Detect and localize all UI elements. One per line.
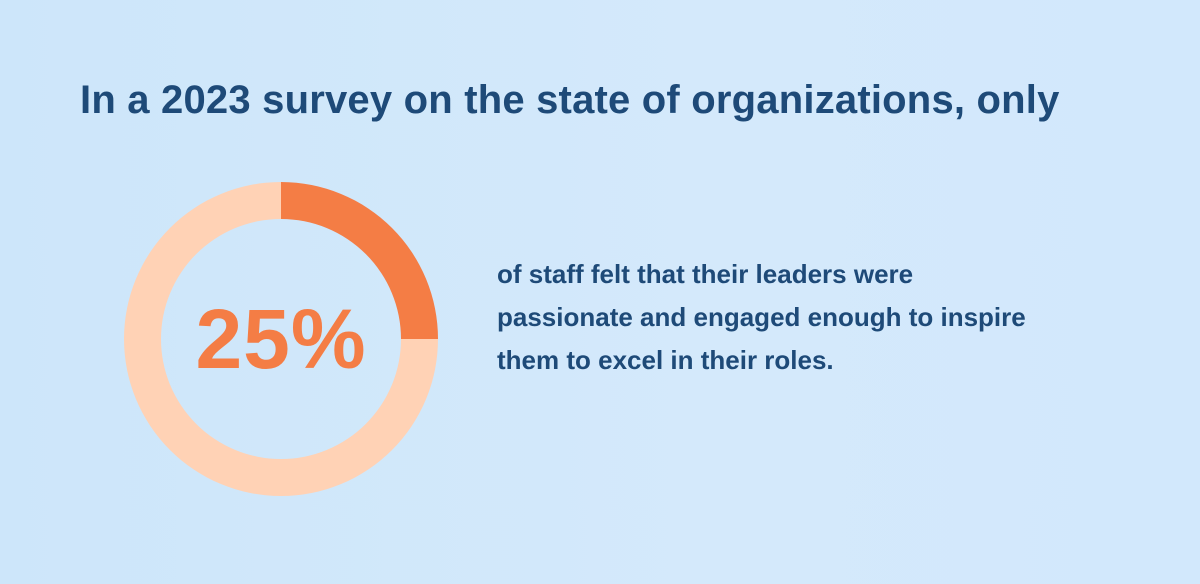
percentage-value: 25% (195, 291, 367, 386)
donut-chart: 25% (124, 182, 438, 496)
caption-line-1: of staff felt that their leaders were (497, 259, 914, 289)
donut-svg (124, 182, 438, 496)
caption-line-2: passionate and engaged enough to inspire (497, 302, 1026, 332)
headline: In a 2023 survey on the state of organiz… (80, 78, 1060, 122)
caption-line-3: them to excel in their roles. (497, 345, 834, 375)
stat-caption: of staff felt that their leaders were pa… (497, 253, 1137, 382)
donut-slice-highlight (281, 182, 438, 339)
